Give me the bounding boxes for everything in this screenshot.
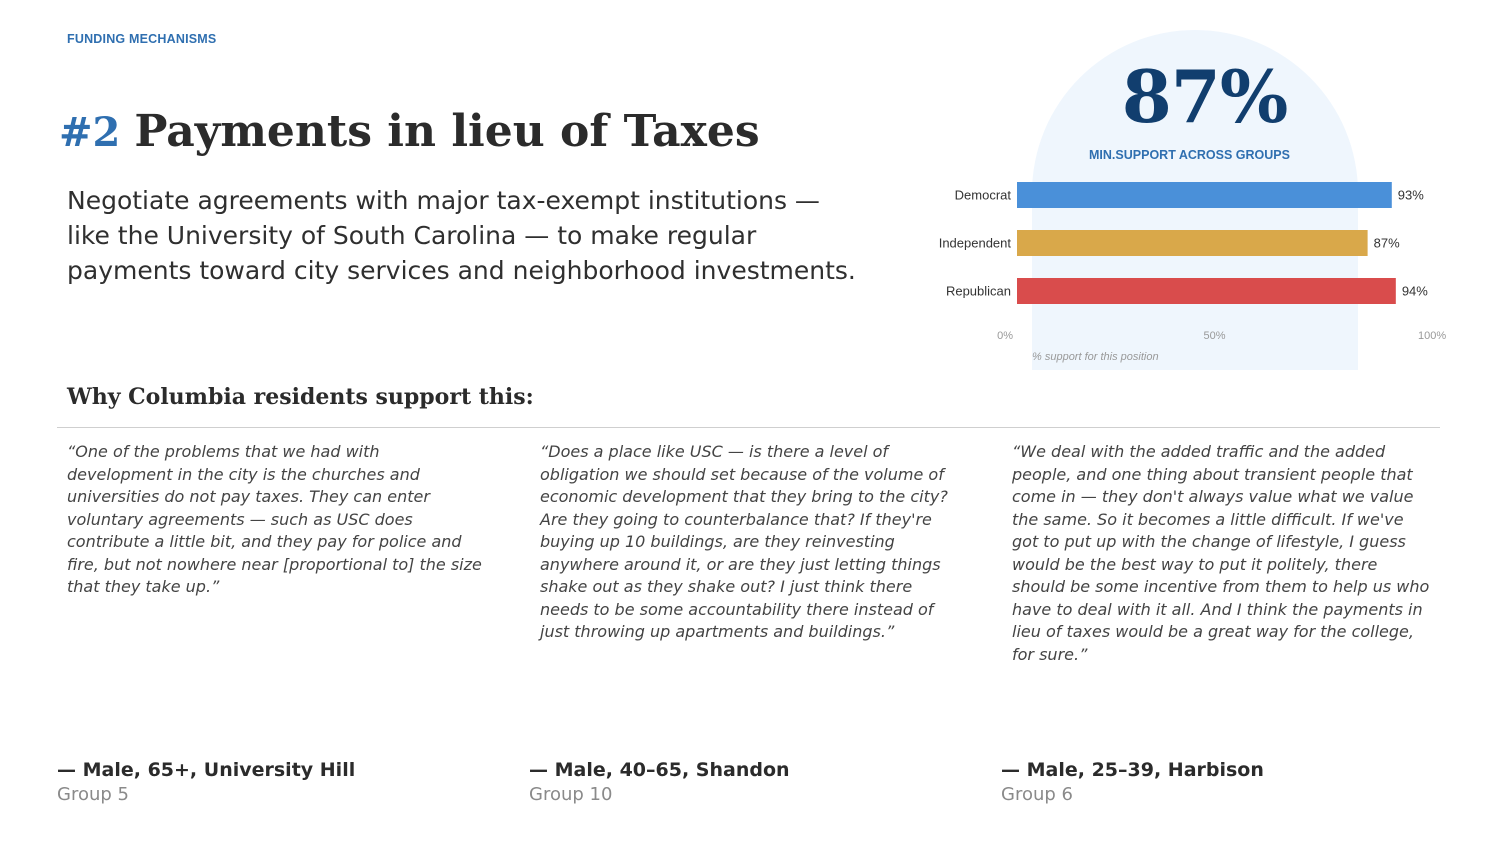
bar-republican <box>1017 278 1396 304</box>
x-tick-label: 0% <box>997 330 1013 342</box>
bar-category-label: Democrat <box>955 188 1012 203</box>
big-stat-label: MIN.SUPPORT ACROSS GROUPS <box>1089 148 1290 162</box>
section-label: FUNDING MECHANISMS <box>67 32 217 46</box>
divider <box>57 427 1440 428</box>
x-tick-label: 50% <box>1203 330 1225 342</box>
why-heading: Why Columbia residents support this: <box>67 384 534 410</box>
attribution-1: — Male, 65+, University Hill Group 5 <box>57 759 355 805</box>
big-stat-value: 87% <box>1121 54 1289 139</box>
attribution-3: — Male, 25–39, Harbison Group 6 <box>1001 759 1264 805</box>
title-text: Payments in lieu of Taxes <box>134 106 760 157</box>
lead-paragraph: Negotiate agreements with major tax-exem… <box>67 186 856 285</box>
x-tick-label: 100% <box>1418 330 1446 342</box>
page-title: #2 Payments in lieu of Taxes <box>59 106 760 157</box>
bar-category-label: Republican <box>946 284 1011 299</box>
quote-1: “One of the problems that we had with de… <box>67 442 482 596</box>
attribution-group: Group 6 <box>1001 784 1073 805</box>
bar-category-label: Independent <box>939 236 1012 251</box>
attribution-group: Group 5 <box>57 784 129 805</box>
attribution-group: Group 10 <box>529 784 613 805</box>
quote-2: “Does a place like USC — is there a leve… <box>540 442 948 641</box>
bar-value-label: 93% <box>1398 188 1424 203</box>
attribution-2: — Male, 40–65, Shandon Group 10 <box>529 759 790 805</box>
support-bar-chart: Democrat 93% Independent 87% Republican 94% 0%… <box>939 182 1446 363</box>
bar-value-label: 94% <box>1402 284 1428 299</box>
x-axis-label: % support for this position <box>1032 351 1159 363</box>
bar-democrat <box>1017 182 1392 208</box>
bar-value-label: 87% <box>1374 236 1400 251</box>
attribution-name: — Male, 40–65, Shandon <box>529 759 790 781</box>
attribution-name: — Male, 25–39, Harbison <box>1001 759 1264 781</box>
title-number: #2 <box>59 109 121 156</box>
bar-independent <box>1017 230 1368 256</box>
quote-3: “We deal with the added traffic and the … <box>1012 442 1430 664</box>
attribution-name: — Male, 65+, University Hill <box>57 759 356 781</box>
